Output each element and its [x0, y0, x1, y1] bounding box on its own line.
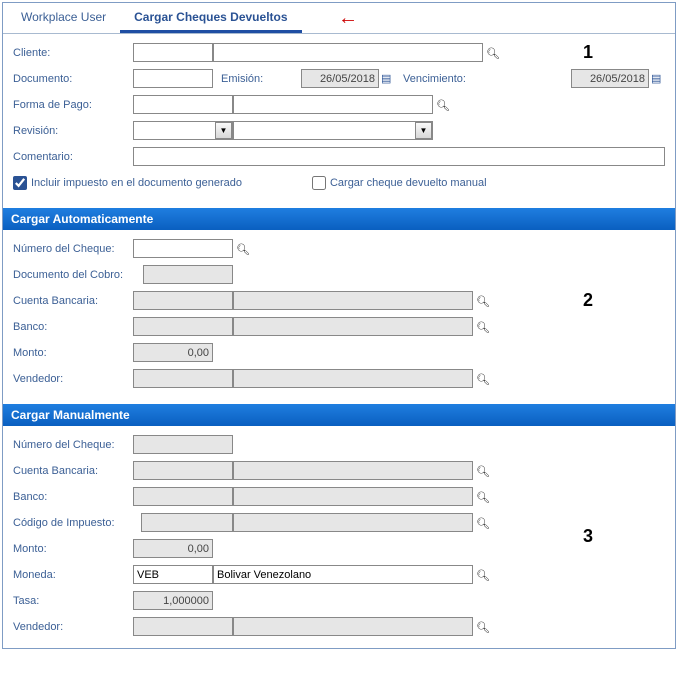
numero-cheque-input — [133, 435, 233, 454]
header-section: 1 Cliente: Documento: Emisión: Vencimien… — [3, 34, 675, 204]
calendar-icon[interactable] — [381, 72, 395, 86]
numero-cheque-label: Número del Cheque: — [13, 439, 133, 451]
doc-cobro-label: Documento del Cobro: — [13, 269, 143, 281]
cta-bancaria-desc-input — [233, 291, 473, 310]
vendedor-desc-input — [233, 617, 473, 636]
revision-label: Revisión: — [13, 125, 133, 137]
moneda-desc-input[interactable] — [213, 565, 473, 584]
vendedor-label: Vendedor: — [13, 373, 133, 385]
cliente-label: Cliente: — [13, 47, 133, 59]
banco-label: Banco: — [13, 321, 133, 333]
annotation-3: 3 — [583, 526, 593, 547]
search-icon[interactable] — [475, 515, 491, 531]
search-icon[interactable] — [475, 371, 491, 387]
calendar-icon[interactable] — [651, 72, 665, 86]
revision-select-2[interactable] — [233, 121, 433, 140]
incluir-impuesto-checkbox[interactable] — [13, 176, 27, 190]
banco-label: Banco: — [13, 491, 133, 503]
cta-bancaria-code-input — [133, 461, 233, 480]
chevron-down-icon[interactable] — [215, 122, 232, 139]
numero-cheque-label: Número del Cheque: — [13, 243, 133, 255]
tab-cargar-cheques[interactable]: Cargar Cheques Devueltos — [120, 3, 301, 33]
main-window: Workplace User Cargar Cheques Devueltos … — [2, 2, 676, 649]
search-icon[interactable] — [475, 567, 491, 583]
monto-input — [133, 539, 213, 558]
monto-label: Monto: — [13, 347, 133, 359]
search-icon[interactable] — [485, 45, 501, 61]
cta-bancaria-label: Cuenta Bancaria: — [13, 465, 133, 477]
monto-input — [133, 343, 213, 362]
tab-workplace-user[interactable]: Workplace User — [7, 3, 120, 33]
section-header-manual: Cargar Manualmente — [3, 404, 675, 426]
forma-pago-desc-input[interactable] — [233, 95, 433, 114]
tasa-input — [133, 591, 213, 610]
codigo-impuesto-code-input — [141, 513, 233, 532]
cliente-code-input[interactable] — [133, 43, 213, 62]
vencimiento-date-input[interactable] — [571, 69, 649, 88]
emision-label: Emisión: — [221, 73, 301, 85]
vendedor-desc-input — [233, 369, 473, 388]
moneda-label: Moneda: — [13, 569, 133, 581]
doc-cobro-input — [143, 265, 233, 284]
tab-bar: Workplace User Cargar Cheques Devueltos — [3, 3, 675, 34]
auto-section: 2 Número del Cheque: Documento del Cobro… — [3, 230, 675, 400]
search-icon[interactable] — [235, 241, 251, 257]
documento-input[interactable] — [133, 69, 213, 88]
search-icon[interactable] — [475, 489, 491, 505]
search-icon[interactable] — [475, 293, 491, 309]
banco-code-input — [133, 317, 233, 336]
codigo-impuesto-label: Código de Impuesto: — [13, 517, 141, 529]
vendedor-code-input — [133, 617, 233, 636]
search-icon[interactable] — [475, 619, 491, 635]
vendedor-label: Vendedor: — [13, 621, 133, 633]
cargar-manual-label: Cargar cheque devuelto manual — [330, 177, 487, 189]
comentario-input[interactable] — [133, 147, 665, 166]
banco-code-input — [133, 487, 233, 506]
manual-section: 3 Número del Cheque: Cuenta Bancaria: Ba… — [3, 426, 675, 648]
cta-bancaria-code-input — [133, 291, 233, 310]
vendedor-code-input — [133, 369, 233, 388]
cta-bancaria-desc-input — [233, 461, 473, 480]
annotation-2: 2 — [583, 290, 593, 311]
incluir-impuesto-label: Incluir impuesto en el documento generad… — [31, 177, 242, 189]
forma-pago-code-input[interactable] — [133, 95, 233, 114]
vencimiento-label: Vencimiento: — [403, 73, 472, 85]
cargar-manual-checkbox[interactable] — [312, 176, 326, 190]
moneda-code-input[interactable] — [133, 565, 213, 584]
forma-pago-label: Forma de Pago: — [13, 99, 133, 111]
banco-desc-input — [233, 487, 473, 506]
search-icon[interactable] — [475, 319, 491, 335]
documento-label: Documento: — [13, 73, 133, 85]
monto-label: Monto: — [13, 543, 133, 555]
codigo-impuesto-desc-input — [233, 513, 473, 532]
annotation-1: 1 — [583, 42, 593, 63]
tasa-label: Tasa: — [13, 595, 133, 607]
search-icon[interactable] — [475, 463, 491, 479]
chevron-down-icon[interactable] — [415, 122, 432, 139]
cliente-name-input[interactable] — [213, 43, 483, 62]
comentario-label: Comentario: — [13, 151, 133, 163]
search-icon[interactable] — [435, 97, 451, 113]
numero-cheque-input[interactable] — [133, 239, 233, 258]
banco-desc-input — [233, 317, 473, 336]
pointer-arrow-icon — [338, 7, 358, 30]
cta-bancaria-label: Cuenta Bancaria: — [13, 295, 133, 307]
emision-date-input[interactable] — [301, 69, 379, 88]
section-header-auto: Cargar Automaticamente — [3, 208, 675, 230]
